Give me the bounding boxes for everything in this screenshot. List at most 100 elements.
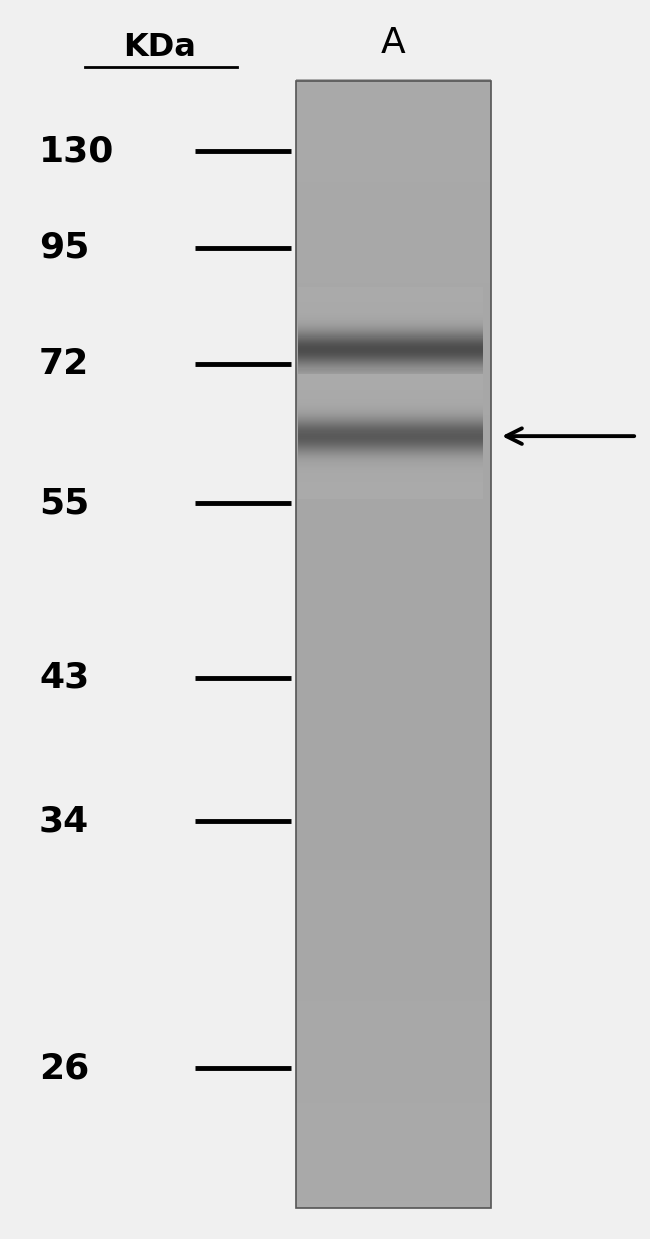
Bar xyxy=(296,786,491,790)
Bar xyxy=(298,470,483,471)
Bar xyxy=(296,323,491,328)
Bar xyxy=(296,733,491,738)
Bar xyxy=(296,124,491,129)
Bar xyxy=(298,296,483,297)
Bar xyxy=(296,482,491,487)
Bar xyxy=(296,636,491,641)
Bar xyxy=(298,378,483,380)
Bar xyxy=(296,1015,491,1020)
Bar xyxy=(296,789,491,794)
Bar xyxy=(298,441,483,442)
Bar xyxy=(296,767,491,772)
Bar xyxy=(296,225,491,230)
Bar xyxy=(296,662,491,667)
Bar xyxy=(296,669,491,674)
Bar xyxy=(296,632,491,637)
Bar xyxy=(298,305,483,306)
Bar xyxy=(296,458,491,463)
Bar xyxy=(298,306,483,307)
Bar xyxy=(296,538,491,543)
Bar xyxy=(296,331,491,336)
Bar xyxy=(298,393,483,394)
Bar xyxy=(298,294,483,295)
Bar xyxy=(296,429,491,434)
Bar xyxy=(298,356,483,357)
Bar xyxy=(296,804,491,809)
Bar xyxy=(296,388,491,393)
Bar xyxy=(296,271,491,276)
Bar xyxy=(298,387,483,388)
Bar xyxy=(296,140,491,145)
Bar xyxy=(298,309,483,311)
Bar xyxy=(298,383,483,384)
Bar xyxy=(296,1004,491,1009)
Bar xyxy=(296,978,491,983)
Bar xyxy=(296,1075,491,1080)
Bar xyxy=(296,1011,491,1016)
Bar xyxy=(298,390,483,393)
Bar xyxy=(298,321,483,323)
Bar xyxy=(296,136,491,141)
Bar xyxy=(296,466,491,471)
Bar xyxy=(296,861,491,866)
Bar xyxy=(298,418,483,419)
Bar xyxy=(298,496,483,498)
Bar xyxy=(296,1155,491,1160)
Bar xyxy=(298,297,483,300)
Bar xyxy=(296,1124,491,1129)
Bar xyxy=(298,315,483,316)
Bar xyxy=(298,432,483,435)
Bar xyxy=(298,307,483,309)
Bar xyxy=(296,534,491,539)
Bar xyxy=(298,388,483,389)
Bar xyxy=(296,1181,491,1186)
Bar xyxy=(296,260,491,265)
Bar xyxy=(298,364,483,366)
Bar xyxy=(296,1162,491,1167)
Bar xyxy=(296,222,491,227)
Bar xyxy=(296,489,491,494)
Bar xyxy=(296,530,491,535)
Bar xyxy=(296,883,491,888)
Bar xyxy=(296,955,491,960)
Bar xyxy=(296,1057,491,1062)
Bar xyxy=(298,457,483,458)
Bar xyxy=(298,463,483,465)
Bar xyxy=(298,476,483,477)
Bar xyxy=(298,370,483,373)
Bar xyxy=(296,181,491,186)
Bar xyxy=(296,719,491,724)
Bar xyxy=(296,155,491,160)
Bar xyxy=(296,229,491,234)
Bar xyxy=(296,1146,491,1152)
Bar xyxy=(296,98,491,103)
Bar xyxy=(296,475,491,479)
Bar xyxy=(298,315,483,317)
Bar xyxy=(296,1018,491,1023)
Bar xyxy=(298,383,483,385)
Bar xyxy=(298,426,483,427)
Bar xyxy=(296,704,491,709)
Bar xyxy=(298,377,483,379)
Bar xyxy=(298,313,483,315)
Bar xyxy=(298,372,483,374)
Bar xyxy=(298,366,483,368)
Bar xyxy=(298,475,483,476)
Bar xyxy=(298,384,483,387)
Bar xyxy=(298,451,483,452)
Bar xyxy=(296,410,491,415)
Bar xyxy=(298,396,483,399)
Bar xyxy=(298,357,483,358)
Bar xyxy=(296,120,491,125)
Bar xyxy=(296,680,491,685)
Bar xyxy=(298,383,483,384)
Bar xyxy=(296,1199,491,1204)
Bar xyxy=(296,451,491,456)
Bar xyxy=(296,515,491,520)
Bar xyxy=(296,846,491,851)
Bar xyxy=(296,891,491,896)
Bar xyxy=(298,311,483,312)
Bar xyxy=(296,173,491,178)
Bar xyxy=(296,617,491,622)
Bar xyxy=(298,364,483,367)
